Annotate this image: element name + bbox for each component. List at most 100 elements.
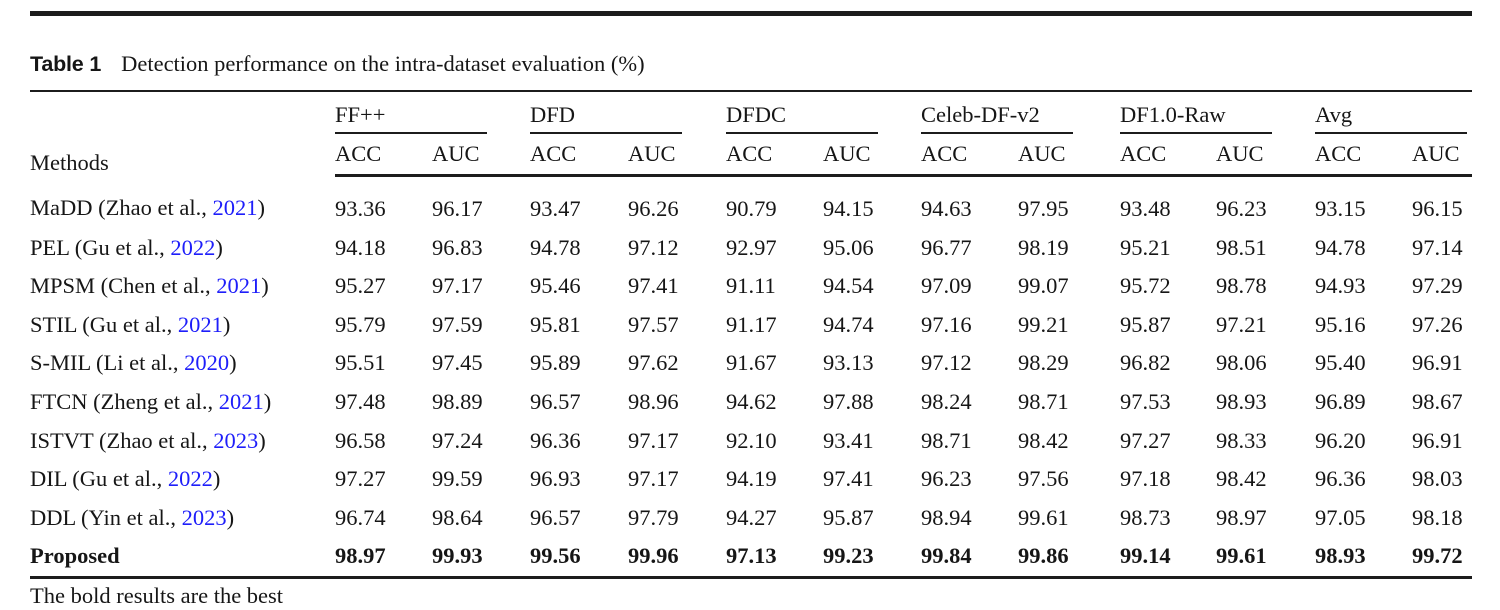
value-cell: 98.29: [1018, 350, 1069, 376]
group-label-celeb-df-v2: Celeb-DF-v2: [921, 103, 1073, 134]
value-cell: 96.91: [1412, 427, 1463, 453]
table-caption: Table 1 Detection performance on the intr…: [30, 51, 645, 77]
value-cell: 96.89: [1315, 389, 1366, 415]
value-cell: 94.74: [823, 311, 874, 337]
value-cell: 98.67: [1412, 389, 1463, 415]
value-cell: 98.89: [432, 389, 483, 415]
group-label-avg: Avg: [1315, 103, 1467, 134]
method-name-suffix: ): [258, 427, 266, 453]
value-cell: 91.17: [726, 311, 777, 337]
value-cell: 97.16: [921, 311, 972, 337]
value-cell: 95.87: [823, 504, 874, 530]
value-cell: 98.33: [1216, 427, 1267, 453]
value-cell: 96.20: [1315, 427, 1366, 453]
method-name-suffix: ): [257, 195, 265, 221]
value-cell: 97.57: [628, 311, 679, 337]
group-header-avg: Avg: [1315, 90, 1472, 134]
value-cell: 96.57: [530, 504, 581, 530]
value-cell: 98.97: [1216, 504, 1267, 530]
value-cell: 90.79: [726, 196, 777, 222]
value-cell: 97.88: [823, 389, 874, 415]
group-label-ffpp: FF++: [335, 103, 487, 134]
value-cell: 97.41: [628, 273, 679, 299]
results-table: Methods FF++ DFD DFDC Celeb-DF-v2 DF1.0-…: [30, 90, 1472, 579]
value-cell: 96.74: [335, 504, 386, 530]
method-cell: MaDD (Zhao et al., 2021): [30, 176, 335, 229]
citation-year-link[interactable]: 2023: [181, 504, 227, 530]
value-cell: 97.53: [1120, 389, 1171, 415]
group-label-dfdc: DFDC: [726, 103, 878, 134]
citation-year-link[interactable]: 2021: [212, 195, 258, 221]
value-cell: 93.15: [1315, 196, 1366, 222]
value-cell: 99.61: [1018, 504, 1069, 530]
value-cell: 94.63: [921, 196, 972, 222]
citation-year-link[interactable]: 2020: [184, 350, 230, 376]
value-cell: 98.71: [1018, 389, 1069, 415]
method-name-text: STIL (Gu et al.,: [30, 311, 178, 337]
value-cell: 98.94: [921, 504, 972, 530]
value-cell: 97.26: [1412, 311, 1463, 337]
value-cell: 99.96: [628, 537, 726, 579]
value-cell: 97.13: [726, 537, 823, 579]
value-cell: 95.40: [1315, 350, 1366, 376]
value-cell: 97.79: [628, 504, 679, 530]
method-name-suffix: ): [229, 350, 237, 376]
value-cell: 97.17: [432, 273, 483, 299]
col-header-celeb-acc: ACC: [921, 134, 1018, 177]
table-row: DIL (Gu et al., 2022) 97.27 99.59 96.93 97.1…: [30, 460, 1472, 499]
value-cell: 95.72: [1120, 273, 1171, 299]
col-header-celeb-auc: AUC: [1018, 134, 1120, 177]
citation-year-link[interactable]: 2021: [177, 311, 223, 337]
value-cell: 96.23: [1216, 196, 1267, 222]
value-cell: 95.46: [530, 273, 581, 299]
value-cell: 99.84: [921, 537, 1018, 579]
value-cell: 98.73: [1120, 504, 1171, 530]
method-name-text: S-MIL (Li et al.,: [30, 350, 185, 376]
value-cell: 93.47: [530, 196, 581, 222]
value-cell: 93.48: [1120, 196, 1171, 222]
value-cell: 98.93: [1216, 389, 1267, 415]
value-cell: 97.48: [335, 389, 386, 415]
table-caption-label: Table 1: [30, 52, 102, 76]
citation-year-link[interactable]: 2022: [167, 466, 213, 492]
value-cell: 95.89: [530, 350, 581, 376]
metric-header-row: ACC AUC ACC AUC ACC AUC ACC AUC ACC AUC …: [30, 134, 1472, 177]
value-cell: 93.13: [823, 350, 874, 376]
value-cell: 98.51: [1216, 234, 1267, 260]
value-cell: 93.36: [335, 196, 386, 222]
citation-year-link[interactable]: 2021: [218, 389, 264, 415]
value-cell: 93.41: [823, 427, 874, 453]
method-cell: DDL (Yin et al., 2023): [30, 499, 335, 538]
value-cell: 97.29: [1412, 273, 1463, 299]
method-name-text: PEL (Gu et al.,: [30, 234, 171, 260]
value-cell: 97.59: [432, 311, 483, 337]
value-cell: 98.03: [1412, 466, 1463, 492]
value-cell: 94.27: [726, 504, 777, 530]
col-header-dfdc-acc: ACC: [726, 134, 823, 177]
method-name-suffix: ): [261, 273, 269, 299]
methods-column-header: Methods: [30, 90, 335, 176]
value-cell: 97.17: [628, 466, 679, 492]
value-cell: 98.19: [1018, 234, 1069, 260]
method-cell: MPSM (Chen et al., 2021): [30, 267, 335, 306]
method-cell: Proposed: [30, 537, 335, 579]
col-header-df10-acc: ACC: [1120, 134, 1216, 177]
value-cell: 99.86: [1018, 537, 1120, 579]
group-header-df10-raw: DF1.0-Raw: [1120, 90, 1315, 134]
table-row: ISTVT (Zhao et al., 2023) 96.58 97.24 96.36…: [30, 422, 1472, 461]
citation-year-link[interactable]: 2022: [170, 234, 216, 260]
group-header-row: Methods FF++ DFD DFDC Celeb-DF-v2 DF1.0-…: [30, 90, 1472, 176]
value-cell: 95.51: [335, 350, 386, 376]
value-cell: 96.58: [335, 427, 386, 453]
method-name-text: Proposed: [30, 543, 120, 569]
col-header-dfd-acc: ACC: [530, 134, 628, 177]
value-cell: 99.56: [530, 537, 628, 579]
method-cell: FTCN (Zheng et al., 2021): [30, 383, 335, 422]
citation-year-link[interactable]: 2023: [213, 427, 259, 453]
value-cell: 96.83: [432, 234, 483, 260]
value-cell: 99.23: [823, 537, 921, 579]
value-cell: 98.64: [432, 504, 483, 530]
value-cell: 94.19: [726, 466, 777, 492]
citation-year-link[interactable]: 2021: [216, 273, 262, 299]
